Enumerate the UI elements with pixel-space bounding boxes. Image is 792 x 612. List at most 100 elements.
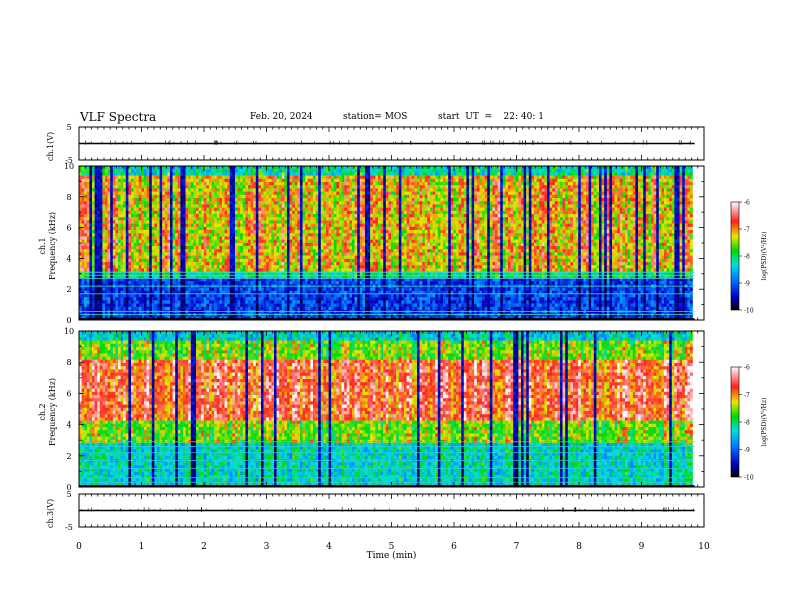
spectrogram-cell [152, 192, 155, 195]
spectrogram-cell [266, 300, 269, 303]
spectrogram-cell [271, 192, 274, 195]
spectrogram-cell [243, 172, 246, 175]
spectrogram-cell [258, 185, 261, 188]
spectrogram-cell [118, 176, 121, 179]
spectrogram-cell [227, 230, 230, 233]
spectrogram-cell [100, 214, 103, 217]
spectrogram-cell [126, 265, 129, 268]
spectrogram-cell [266, 198, 269, 201]
spectrogram-cell [196, 204, 199, 207]
spectrogram-cell [191, 297, 194, 300]
spectrogram-cell [108, 304, 111, 307]
spectrogram-cell [316, 214, 319, 217]
spectrogram-cell [282, 204, 285, 207]
spectrogram-cell [310, 288, 313, 291]
spectrogram-cell [144, 297, 147, 300]
spectrogram-cell [149, 172, 152, 175]
spectrogram-cell [160, 297, 163, 300]
spectrogram-cell [243, 224, 246, 227]
spectrogram-cell [134, 198, 137, 201]
spectrogram-cell [204, 304, 207, 307]
spectrogram-cell [227, 188, 230, 191]
spectrogram-cell [219, 166, 222, 169]
spectrogram-cell [89, 288, 92, 291]
spectrogram-cell [227, 201, 230, 204]
spectrogram-cell [300, 268, 303, 271]
spectrogram-cell [160, 211, 163, 214]
spectrogram-cell [170, 268, 173, 271]
spectrogram-cell [240, 252, 243, 255]
spectrogram-cell [206, 252, 209, 255]
spectrogram-cell [235, 259, 238, 262]
spectrogram-cell [199, 201, 202, 204]
spectrogram-cell [297, 304, 300, 307]
spectrogram-cell [251, 262, 254, 265]
spectrogram-cell [253, 214, 256, 217]
spectrogram-cell [287, 176, 290, 179]
spectrogram-cell [147, 252, 150, 255]
spectrogram-cell [123, 233, 126, 236]
ch1-spectrogram-cells [79, 166, 693, 320]
spectrogram-cell [115, 185, 118, 188]
spectrogram-cell [282, 166, 285, 169]
spectrogram-cell [160, 304, 163, 307]
spectrogram-cell [95, 166, 98, 169]
spectrogram-cell [253, 227, 256, 230]
spectrogram-cell [113, 259, 116, 262]
spectrogram-cell [108, 297, 111, 300]
spectrogram-cell [308, 217, 311, 220]
spectrogram-cell [108, 176, 111, 179]
spectrogram-cell [243, 268, 246, 271]
spectrogram-cell [191, 192, 194, 195]
spectrogram-cell [157, 233, 160, 236]
spectrogram-cell [123, 230, 126, 233]
spectrogram-cell [235, 230, 238, 233]
spectrogram-cell [152, 300, 155, 303]
spectrogram-cell [292, 198, 295, 201]
spectrogram-cell [110, 281, 113, 284]
spectrogram-cell [82, 176, 85, 179]
spectrogram-cell [167, 214, 170, 217]
spectrogram-cell [222, 300, 225, 303]
spectrogram-cell [209, 304, 212, 307]
spectrogram-cell [204, 294, 207, 297]
spectrogram-cell [152, 188, 155, 191]
spectrogram-cell [108, 294, 111, 297]
spectrogram-cell [178, 307, 181, 310]
spectrogram-cell [326, 265, 329, 268]
spectrogram-cell [149, 211, 152, 214]
spectrogram-cell [139, 300, 142, 303]
spectrogram-cell [290, 201, 293, 204]
spectrogram-cell [186, 176, 189, 179]
spectrogram-cell [295, 230, 298, 233]
spectrogram-cell [95, 227, 98, 230]
spectrogram-cell [121, 249, 124, 252]
spectrogram-cell [297, 236, 300, 239]
spectrogram-cell [92, 262, 95, 265]
spectrogram-cell [232, 176, 235, 179]
spectrogram-cell [178, 297, 181, 300]
spectrogram-cell [243, 300, 246, 303]
spectrogram-cell [95, 259, 98, 262]
spectrogram-cell [131, 233, 134, 236]
spectrogram-cell [238, 249, 241, 252]
spectrogram-cell [284, 240, 287, 243]
spectrogram-cell [245, 220, 248, 223]
spectrogram-cell [196, 230, 199, 233]
spectrogram-cell [183, 300, 186, 303]
spectrogram-cell [147, 188, 150, 191]
spectrogram-cell [274, 195, 277, 198]
spectrogram-cell [287, 265, 290, 268]
spectrogram-cell [102, 204, 105, 207]
spectrogram-cell [212, 195, 215, 198]
spectrogram-cell [188, 307, 191, 310]
spectrogram-cell [92, 249, 95, 252]
spectrogram-cell [253, 304, 256, 307]
spectrogram-cell [170, 182, 173, 185]
spectrogram-cell [264, 224, 267, 227]
spectrogram-cell [206, 240, 209, 243]
spectrogram-cell [282, 281, 285, 284]
spectrogram-cell [136, 262, 139, 265]
spectrogram-cell [282, 246, 285, 249]
spectrogram-cell [303, 204, 306, 207]
